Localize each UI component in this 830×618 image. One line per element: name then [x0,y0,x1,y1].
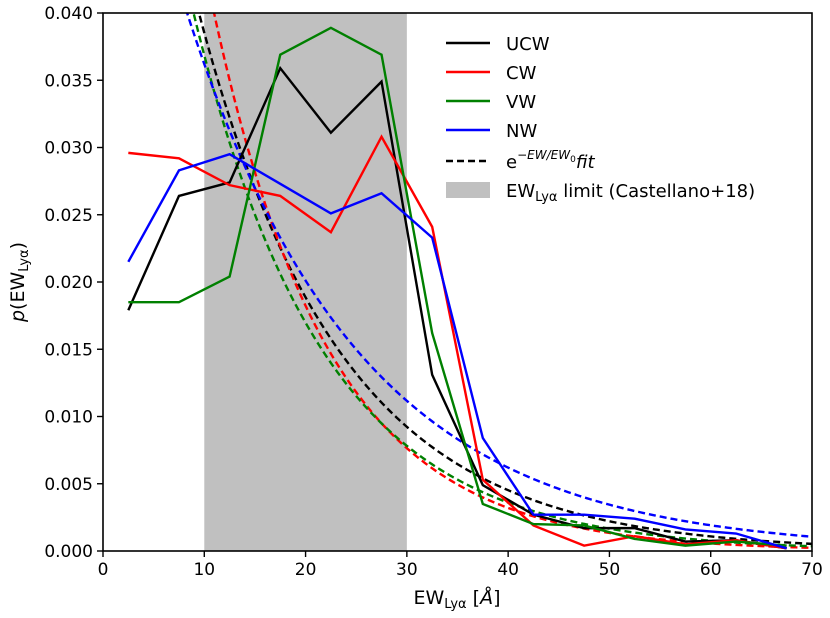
series-line-ucw [127,65,787,550]
y-tick-label: 0.015 [44,340,93,360]
y-tick-label: 0.020 [44,273,93,293]
x-tick-label: 50 [599,560,621,580]
y-tick-label: 0.010 [44,408,93,428]
y-axis-ticks: 0.000 0.005 0.010 0.015 0.020 0.025 0.030 0.035… [44,4,103,562]
x-tick-label: 60 [700,560,722,580]
y-tick-label: 0.040 [44,4,93,24]
y-tick-label: 0.005 [44,475,93,495]
y-axis-label: p(EWLyα) [7,242,32,323]
y-tick-label: 0.025 [44,206,93,226]
x-tick-label: 10 [193,560,215,580]
series-line-nw [127,152,788,550]
x-tick-label: 20 [295,560,317,580]
fit-curve-vw [192,13,812,548]
x-tick-label: 0 [98,560,109,580]
series-lines-layer [127,26,788,550]
legend-label-nw: NW [506,121,537,142]
legend-label-fit: e−EW/EW0fit [506,148,595,173]
legend-swatch-limit [446,182,490,198]
y-tick-label: 0.030 [44,139,93,159]
x-tick-label: 70 [801,560,823,580]
legend-label-vw: VW [506,92,536,113]
legend-label-ucw: UCW [506,34,550,55]
series-line-vw [128,26,787,547]
fit-curve-ucw [197,13,812,546]
x-axis-ticks: 0 10 20 30 40 50 60 70 [98,551,823,580]
legend-label-limit: EWLyα limit (Castellano+18) [506,181,755,205]
y-tick-label: 0.000 [44,542,93,562]
fit-curve-nw [185,13,812,538]
y-tick-label: 0.035 [44,71,93,91]
legend-label-cw: CW [506,63,537,84]
x-axis-label: EWLyα [Å] [414,586,501,612]
x-tick-label: 40 [497,560,519,580]
series-line-cw [128,134,787,550]
legend: UCW CW VW NW e−EW/EW0fit EWLyα limit (Ca… [446,34,755,205]
x-tick-label: 30 [396,560,418,580]
